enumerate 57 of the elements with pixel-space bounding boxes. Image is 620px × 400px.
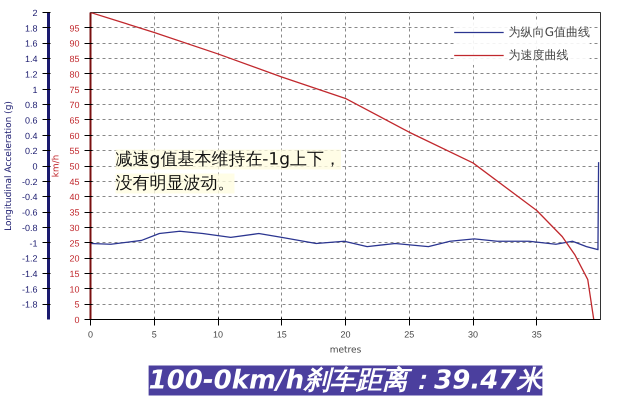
x-tick-label: 5 [152,330,157,340]
y-tick-label: -1.8 [22,300,38,310]
y2-tick-label: 40 [69,192,80,202]
y-tick-label: -0.4 [22,192,38,202]
line-series [90,12,594,320]
y2-tick-label: 25 [69,238,80,248]
y2-tick-label: 10 [69,284,80,294]
y-tick-label: -0.8 [22,222,38,233]
y2-tick-label: 20 [69,254,80,264]
y-tick-label: 0.6 [24,115,38,126]
legend-label: 为速度曲线 [508,46,569,64]
y-tick-label: -0.2 [22,176,38,187]
y-axis-title: Longitudinal Acceleration (g) [4,101,14,231]
y-tick-label: 0.2 [24,146,38,156]
y2-tick-label: 55 [69,146,80,156]
y-tick-label: 0 [32,162,38,172]
y-tick-label: -1.4 [22,268,38,279]
y-tick-label: 1.2 [24,69,38,80]
y2-tick-label: 90 [69,38,80,49]
y2-tick-label: 30 [69,222,80,233]
x-tick-label: 25 [404,330,414,340]
annotation: 减速g值基本维持在-1g上下， [116,150,342,170]
y-tick-label: -0.6 [22,208,38,218]
x-tick-label: 35 [532,330,542,340]
y-tick-label: -1 [30,238,38,248]
y-tick-label: 1.4 [24,54,38,64]
y-tick-label: -1.6 [22,284,38,294]
annotation: 没有明显波动。 [116,174,234,194]
y-tick-label: 2 [32,8,38,18]
y2-tick-label: 75 [69,84,80,95]
legend-label: 为纵向G值曲线 [508,24,590,40]
y2-tick-label: 45 [69,176,80,187]
y2-tick-label: 70 [69,100,80,110]
y2-tick-label: 5 [74,300,80,310]
y-tick-label: -1.2 [22,254,38,264]
y2-tick-label: 65 [69,115,80,126]
y2-tick-label: 80 [69,69,80,80]
y-tick-label: 1.8 [24,23,38,34]
y2-tick-label: 60 [69,130,80,141]
y2-tick-label: 0 [74,315,80,325]
x-tick-label: 20 [340,330,351,340]
y-tick-label: 1.6 [24,38,38,49]
x-axis-title: metres [330,346,362,356]
y2-tick-label: 35 [69,208,80,218]
y-tick-label: 1 [32,84,38,95]
y2-tick-label: 50 [69,162,80,172]
x-tick-label: 0 [88,330,94,340]
text: 100-0km/h刹车距离：39.47米 [148,366,546,396]
y-tick-label: 0.4 [24,130,38,141]
y2-tick-label: 15 [69,268,80,279]
x-tick-label: 15 [276,330,287,340]
x-tick-label: 30 [468,330,478,340]
y2-tick-label: 95 [69,23,80,34]
y2-tick-label: 85 [69,54,80,64]
y2-axis-title: km/h [51,154,62,178]
y-tick-label: 0.8 [24,100,38,110]
x-tick-label: 10 [212,330,224,340]
